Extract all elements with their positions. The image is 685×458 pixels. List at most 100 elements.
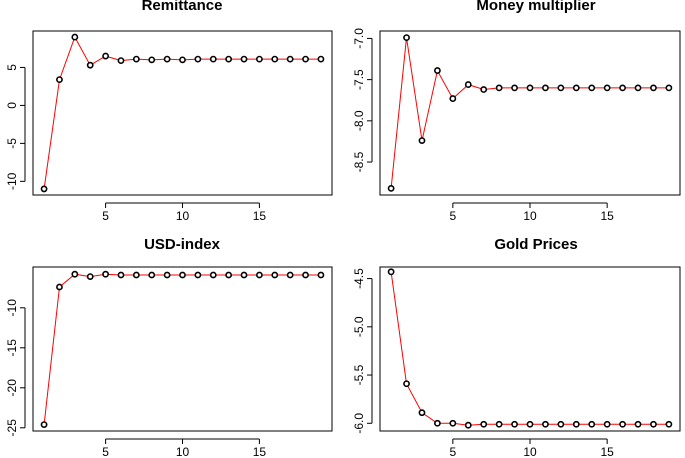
money-multiplier-data-point [634, 84, 642, 92]
money-multiplier-x-tick-label: 10 [523, 209, 537, 223]
remittance-data-point [302, 55, 309, 63]
money-multiplier-y-tick-label: -7.5 [352, 69, 366, 90]
gold-prices-plot-frame [379, 266, 681, 432]
remittance-data-point [102, 52, 109, 60]
remittance-y-tick-label: 5 [5, 64, 19, 71]
remittance-data-point [240, 55, 248, 63]
gold-prices-y-tick-label: -4.5 [352, 268, 366, 289]
usd-index-plot-frame [32, 266, 333, 432]
money-multiplier-data-point [588, 84, 596, 92]
money-multiplier-x-tick-label: 5 [449, 209, 456, 223]
usd-index-data-point [56, 283, 63, 291]
money-multiplier-data-point [403, 34, 410, 41]
money-multiplier-plot-frame [379, 30, 681, 196]
gold-prices-panel: Gold Prices 5 10 15 -6.0 -5.5 -5.0 -4.5 [352, 236, 681, 458]
gold-prices-data-point [542, 420, 549, 428]
money-multiplier-data-point [464, 81, 472, 88]
money-multiplier-data-point [572, 84, 580, 92]
money-multiplier-data-point [387, 185, 395, 192]
money-multiplier-data-point [603, 84, 611, 92]
gold-prices-series-line [390, 271, 669, 426]
gold-prices-data-point [480, 420, 488, 428]
usd-index-data-point [240, 271, 248, 279]
gold-prices-data-point [619, 420, 626, 428]
usd-index-y-tick-label: -15 [5, 339, 19, 357]
usd-index-data-point [132, 271, 140, 279]
remittance-data-point [194, 55, 202, 63]
usd-index-title: USD-index [144, 236, 221, 253]
gold-prices-data-point [603, 420, 611, 428]
gold-prices-data-point [526, 420, 534, 428]
money-multiplier-data-point [619, 84, 626, 92]
gold-prices-data-point [634, 420, 642, 428]
remittance-title: Remittance [142, 0, 223, 14]
gold-prices-data-point [449, 419, 457, 427]
money-multiplier-data-point [557, 84, 565, 92]
money-multiplier-data-point [542, 84, 549, 92]
remittance-plot-frame [32, 30, 333, 196]
gold-prices-data-point [495, 420, 503, 428]
usd-index-data-point [117, 271, 125, 279]
remittance-x-tick-label: 10 [176, 209, 190, 223]
usd-index-data-point [302, 271, 309, 279]
usd-index-data-point [256, 271, 263, 279]
gold-prices-data-point [511, 420, 518, 428]
gold-prices-data-point [418, 409, 426, 417]
usd-index-data-point [225, 271, 233, 279]
remittance-data-point [163, 55, 171, 63]
gold-prices-data-point [650, 420, 657, 428]
usd-index-data-point [102, 270, 109, 278]
remittance-data-point [209, 55, 217, 63]
remittance-data-point [286, 55, 294, 63]
usd-index-data-point [209, 271, 217, 279]
money-multiplier-panel: Money multiplier 5 10 15 -8.5 -8.0 -7.5 -7.0 [352, 0, 681, 223]
gold-prices-data-point [588, 420, 596, 428]
remittance-data-point [256, 55, 263, 63]
remittance-data-point [71, 33, 79, 41]
usd-index-y-tick-label: -20 [5, 379, 19, 397]
money-multiplier-y-tick-label: -8.0 [352, 110, 366, 131]
usd-index-data-point [86, 273, 94, 280]
money-multiplier-data-point [511, 84, 518, 92]
money-multiplier-series-line [390, 37, 669, 189]
usd-index-data-point [179, 271, 186, 279]
remittance-data-point [271, 55, 279, 63]
gold-prices-data-point [387, 268, 395, 276]
usd-index-data-point [194, 271, 202, 279]
remittance-y-tick-label: -10 [5, 172, 19, 190]
usd-index-data-point [71, 270, 79, 278]
remittance-data-point [86, 61, 94, 69]
remittance-data-point [40, 185, 48, 193]
gold-prices-data-point [665, 420, 673, 428]
usd-index-data-point [148, 271, 156, 279]
gold-prices-x-tick-label: 10 [523, 445, 537, 458]
usd-index-x-tick-label: 15 [253, 445, 267, 458]
gold-prices-data-point [464, 421, 472, 429]
gold-prices-y-tick-label: -5.0 [352, 316, 366, 337]
gold-prices-x-tick-label: 15 [600, 445, 614, 458]
usd-index-data-point [163, 271, 171, 279]
money-multiplier-data-point [418, 137, 426, 145]
money-multiplier-data-point [665, 84, 673, 92]
money-multiplier-data-point [526, 84, 534, 92]
remittance-data-point [132, 55, 140, 63]
money-multiplier-y-tick-label: -8.5 [352, 151, 366, 172]
money-multiplier-y-tick-label: -7.0 [352, 28, 366, 49]
usd-index-data-point [271, 271, 279, 279]
money-multiplier-x-tick-label: 15 [600, 209, 614, 223]
money-multiplier-data-point [449, 95, 457, 102]
remittance-data-point [148, 56, 156, 64]
gold-prices-data-point [434, 419, 441, 427]
remittance-data-point [179, 56, 186, 64]
gold-prices-title: Gold Prices [494, 236, 577, 253]
gold-prices-data-point [403, 380, 410, 388]
remittance-y-tick-label: 0 [5, 102, 19, 109]
usd-index-data-point [317, 271, 325, 279]
gold-prices-data-point [557, 420, 565, 428]
remittance-x-tick-label: 5 [102, 209, 109, 223]
gold-prices-y-tick-label: -6.0 [352, 413, 366, 434]
money-multiplier-data-point [495, 84, 503, 92]
usd-index-x-tick-label: 10 [176, 445, 190, 458]
gold-prices-data-point [572, 420, 580, 428]
